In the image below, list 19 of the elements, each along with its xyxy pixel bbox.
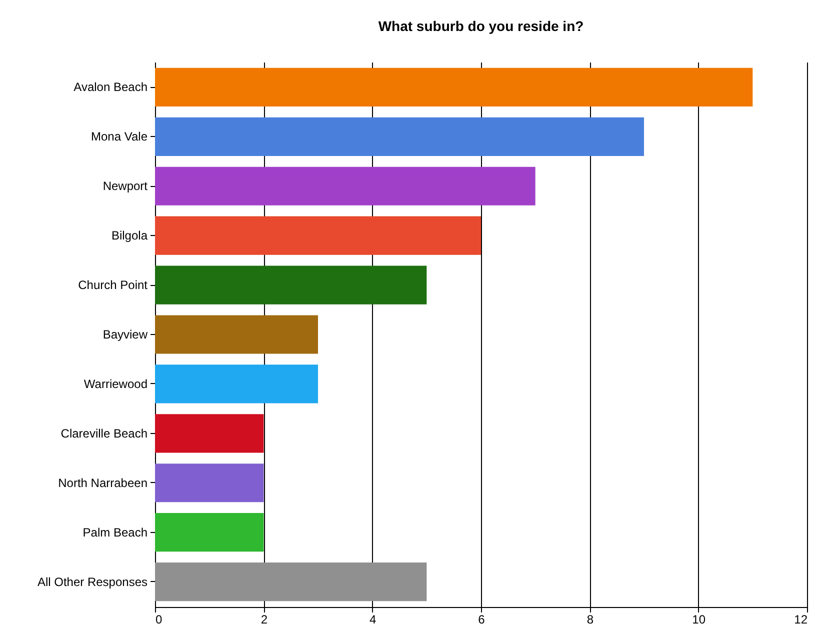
y-tick-label: All Other Responses bbox=[37, 574, 148, 589]
y-tick-label: Avalon Beach bbox=[74, 80, 148, 94]
chart-title: What suburb do you reside in? bbox=[378, 18, 584, 34]
x-tick-label: 0 bbox=[156, 612, 162, 626]
y-tick-label: North Narrabeen bbox=[58, 476, 148, 490]
x-tick-label: 6 bbox=[478, 612, 486, 626]
y-tick-label: Church Point bbox=[78, 278, 148, 292]
x-tick-label: 2 bbox=[260, 612, 268, 626]
x-tick-label: 8 bbox=[586, 612, 594, 626]
x-tick-label: 10 bbox=[692, 612, 706, 626]
y-tick-label: Bilgola bbox=[111, 228, 148, 243]
y-tick-label: Mona Vale bbox=[91, 130, 148, 144]
y-tick-label: Warriewood bbox=[84, 376, 148, 391]
x-tick-label: 4 bbox=[369, 612, 376, 626]
y-tick-label: Bayview bbox=[102, 328, 148, 342]
x-tick-label: 12 bbox=[794, 612, 808, 626]
y-tick-label: Newport bbox=[102, 179, 148, 194]
y-tick-label: Clareville Beach bbox=[60, 426, 148, 440]
y-tick-label: Palm Beach bbox=[82, 525, 148, 540]
